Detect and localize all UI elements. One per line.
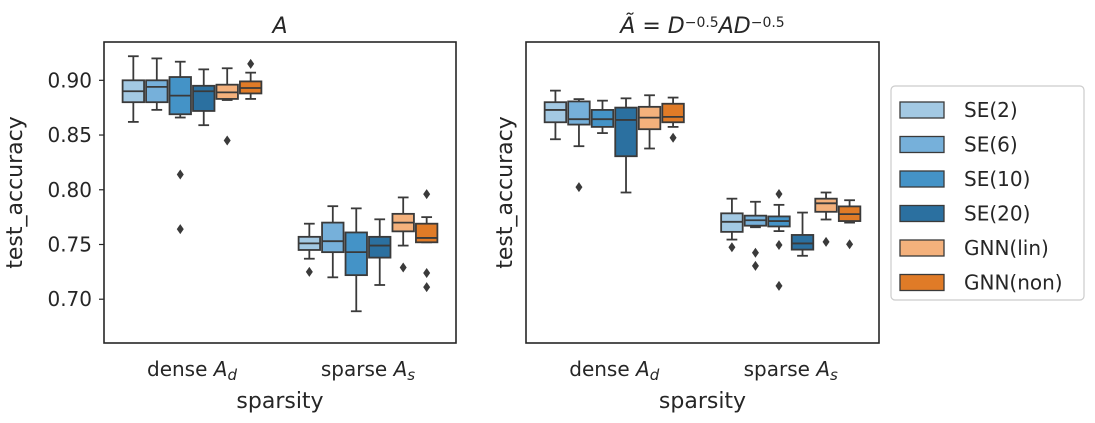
box-SE(10)-1 [767, 189, 791, 291]
legend-label: GNN(lin) [964, 236, 1049, 260]
x-tick-label: sparse As [744, 357, 838, 384]
box-SE(2)-0 [121, 55, 145, 123]
box-iqr [543, 101, 568, 124]
outlier-point [846, 239, 854, 250]
panel-a: 0.70 0.75 0.80 0.85 0.90 dense Ad sparse As spa… [3, 14, 457, 414]
outlier-point [223, 135, 231, 146]
box-GNN(lin)-0 [637, 94, 662, 150]
box-iqr [614, 106, 638, 158]
x-axis-title: sparsity [659, 389, 746, 414]
box-SE(2)-1 [297, 222, 321, 277]
outlier-point [176, 169, 184, 180]
box-iqr [145, 79, 169, 104]
legend-label: SE(2) [964, 98, 1018, 122]
box-GNN(non)-0 [661, 96, 685, 143]
box-iqr [368, 235, 392, 259]
outlier-point [728, 242, 736, 253]
box-iqr [814, 197, 838, 213]
legend-label: SE(20) [964, 202, 1030, 226]
outlier-point [575, 182, 583, 193]
box-iqr [567, 100, 591, 126]
outlier-point [669, 132, 677, 143]
box-GNN(non)-1 [837, 199, 862, 250]
x-tick-label: sparse As [321, 357, 415, 384]
outlier-point [423, 282, 431, 293]
y-tick-label: 0.90 [47, 68, 92, 92]
box-SE(20)-0 [192, 68, 216, 127]
outlier-point [822, 236, 830, 247]
y-axis-title: test_accuracy [3, 116, 28, 269]
y-tick-label: 0.70 [47, 287, 92, 311]
legend-swatch [899, 239, 945, 257]
panel-title: A [270, 14, 287, 39]
box-iqr [192, 84, 216, 112]
legend-label: GNN(non) [964, 271, 1063, 295]
outlier-point [751, 247, 759, 258]
legend-swatch [899, 273, 945, 292]
box-GNN(lin)-1 [391, 196, 415, 273]
panel-a-normalized: dense Ad sparse As sparsity test_accuracy Ã … [493, 12, 880, 414]
box-GNN(lin)-0 [215, 67, 239, 146]
outlier-point [423, 267, 431, 278]
outlier-point [751, 260, 759, 271]
outlier-point [247, 58, 255, 69]
legend: SE(2) SE(6) SE(10) SE(20) GNN(lin) GNN(non) [890, 85, 1085, 301]
plot-frame [525, 41, 880, 344]
box-SE(6)-0 [145, 57, 169, 111]
box-SE(10)-1 [344, 207, 368, 313]
box-iqr [321, 221, 345, 254]
box-SE(6)-1 [321, 205, 345, 279]
y-tick-label: 0.85 [47, 123, 92, 147]
box-SE(6)-1 [743, 200, 768, 271]
panel-title: Ã = D−0.5AD−0.5 [618, 12, 784, 39]
legend-label: SE(10) [964, 167, 1030, 191]
x-tick-label: dense Ad [569, 357, 659, 384]
x-tick-label: dense Ad [147, 357, 237, 384]
box-SE(2)-0 [543, 89, 568, 141]
box-GNN(lin)-1 [814, 191, 838, 247]
y-tick-label: 0.80 [47, 178, 92, 202]
box-iqr [415, 222, 439, 244]
legend-swatch [899, 135, 945, 154]
outlier-point [176, 224, 184, 235]
legend-swatch [899, 101, 945, 119]
box-iqr [344, 231, 368, 277]
x-axis-title: sparsity [236, 389, 323, 414]
legend-swatch [899, 204, 945, 223]
y-tick-label: 0.75 [47, 232, 92, 256]
box-SE(2)-1 [720, 197, 744, 253]
outlier-point [775, 239, 783, 250]
box-GNN(non)-1 [415, 189, 439, 293]
outlier-point [775, 280, 783, 291]
outlier-point [423, 189, 431, 200]
outlier-point [305, 266, 313, 277]
outlier-point [775, 189, 783, 200]
outlier-point [399, 262, 407, 273]
box-SE(6)-0 [567, 98, 591, 193]
box-iqr [661, 102, 685, 124]
box-SE(20)-0 [614, 97, 638, 194]
legend-label: SE(6) [964, 133, 1018, 157]
box-SE(10)-0 [590, 99, 615, 134]
box-SE(20)-1 [368, 218, 392, 286]
box-SE(20)-1 [790, 211, 815, 257]
legend-swatch [899, 170, 945, 188]
y-axis-title: test_accuracy [493, 116, 518, 269]
box-iqr [790, 234, 815, 251]
box-GNN(non)-0 [239, 58, 263, 100]
box-SE(10)-0 [168, 60, 192, 235]
